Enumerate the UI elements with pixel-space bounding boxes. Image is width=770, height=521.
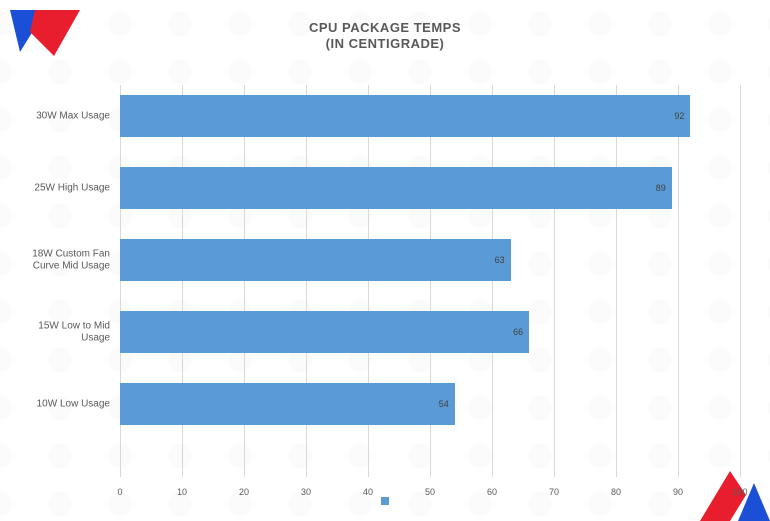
gridline — [492, 85, 493, 477]
chart-title-line1: CPU PACKAGE TEMPS — [0, 20, 770, 36]
gridline — [740, 85, 741, 477]
gridline — [554, 85, 555, 477]
x-tick-label: 10 — [177, 487, 187, 497]
x-tick-label: 80 — [611, 487, 621, 497]
bar-value-label: 89 — [656, 183, 666, 193]
gridline — [616, 85, 617, 477]
category-label: 25W High Usage — [34, 182, 110, 194]
category-label: 10W Low Usage — [37, 398, 110, 410]
bar: 54 — [120, 383, 455, 425]
x-tick-label: 90 — [673, 487, 683, 497]
chart-title-line2: (IN CENTIGRADE) — [0, 36, 770, 52]
bar-row: 54 — [120, 383, 455, 425]
x-tick-label: 20 — [239, 487, 249, 497]
plot-area: 01020304050607080901009289636654 — [120, 85, 740, 505]
x-tick-label: 0 — [117, 487, 122, 497]
x-tick-label: 50 — [425, 487, 435, 497]
bar: 63 — [120, 239, 511, 281]
bar-value-label: 92 — [674, 111, 684, 121]
x-tick-label: 30 — [301, 487, 311, 497]
bar-row: 63 — [120, 239, 511, 281]
gridline — [678, 85, 679, 477]
category-label: 18W Custom Fan Curve Mid Usage — [10, 249, 110, 272]
bar-row: 66 — [120, 311, 529, 353]
category-label: 15W Low to Mid Usage — [10, 321, 110, 344]
bar: 66 — [120, 311, 529, 353]
chart-area: 30W Max Usage 25W High Usage 18W Custom Fa… — [0, 85, 770, 505]
x-tick-label: 60 — [487, 487, 497, 497]
bar-row: 92 — [120, 95, 690, 137]
y-axis-labels: 30W Max Usage 25W High Usage 18W Custom Fa… — [0, 85, 120, 505]
category-label: 30W Max Usage — [36, 110, 110, 122]
x-tick-label: 70 — [549, 487, 559, 497]
x-tick-label: 40 — [363, 487, 373, 497]
bar-value-label: 54 — [439, 399, 449, 409]
bar-row: 89 — [120, 167, 672, 209]
chart-title: CPU PACKAGE TEMPS (IN CENTIGRADE) — [0, 20, 770, 53]
legend-marker — [381, 497, 389, 505]
bar: 89 — [120, 167, 672, 209]
bar-value-label: 66 — [513, 327, 523, 337]
x-tick-label: 100 — [732, 487, 747, 497]
bar-value-label: 63 — [495, 255, 505, 265]
bar: 92 — [120, 95, 690, 137]
